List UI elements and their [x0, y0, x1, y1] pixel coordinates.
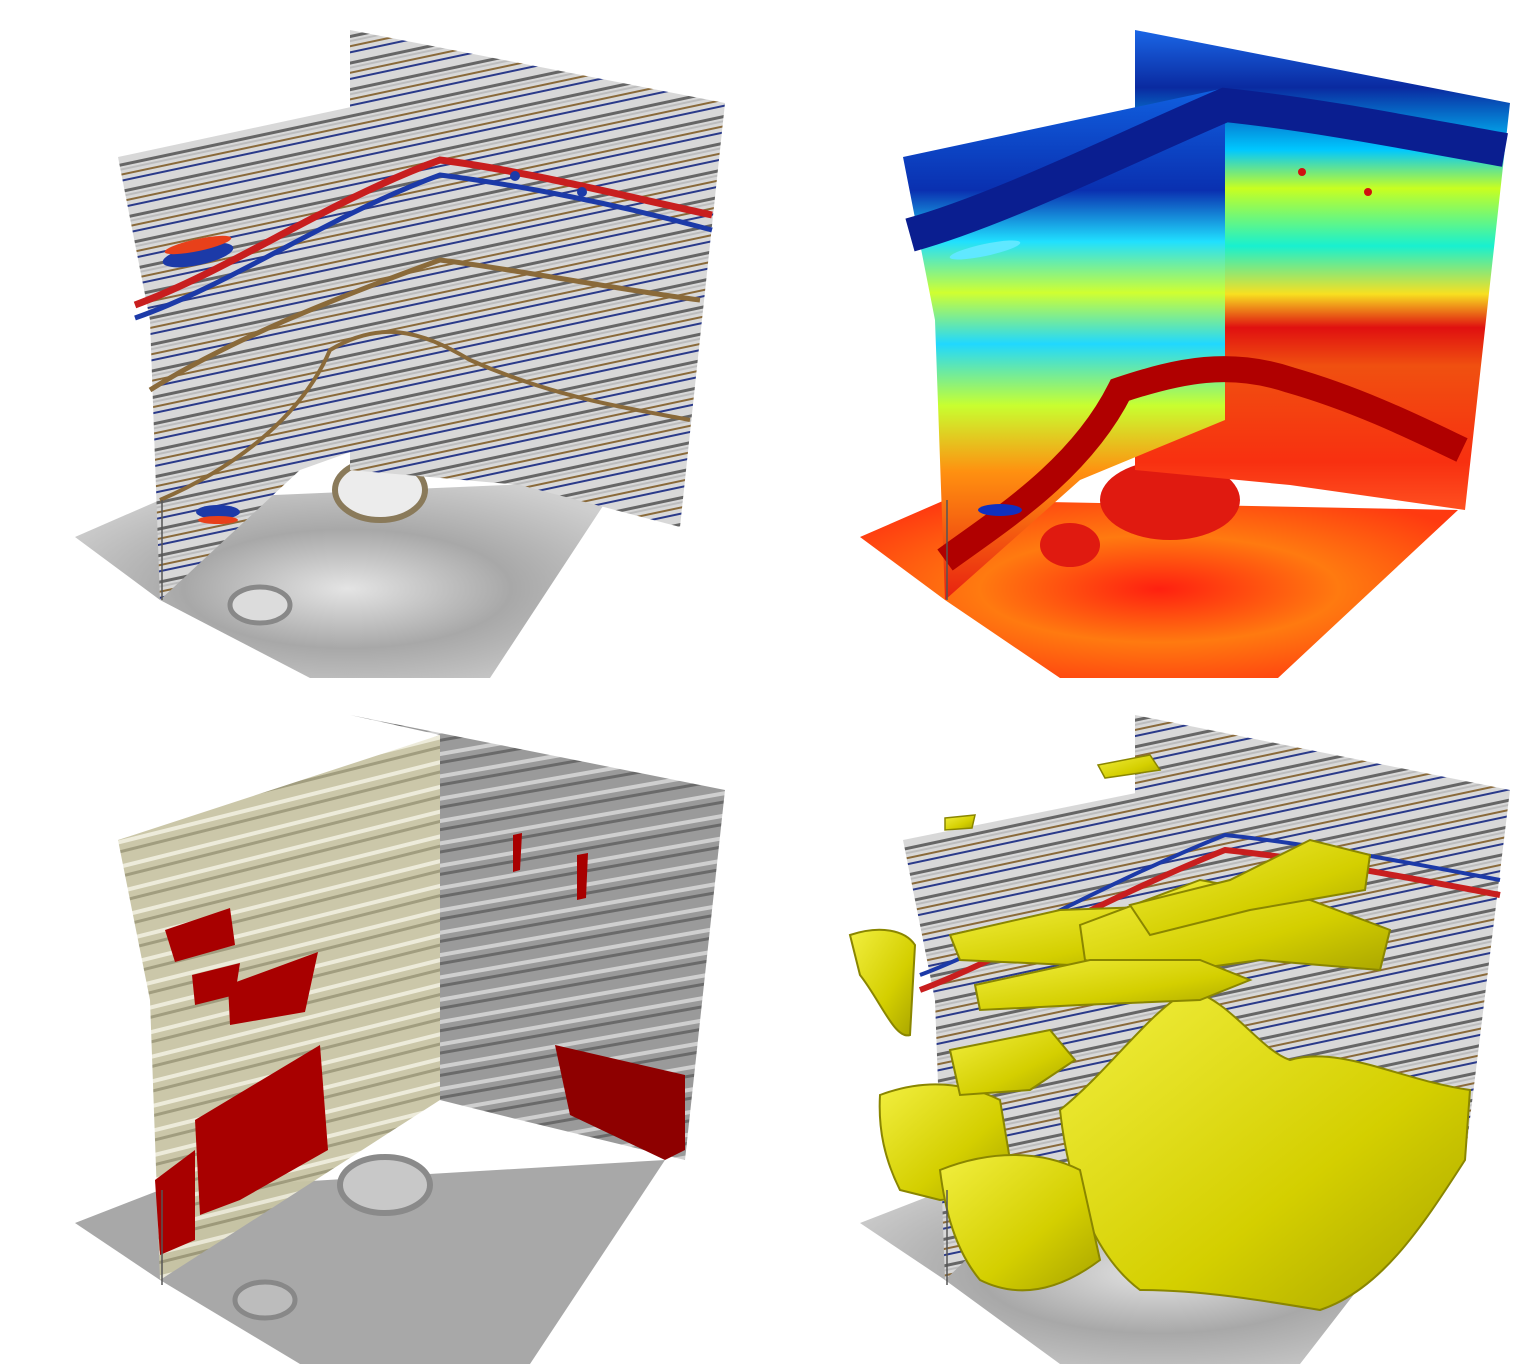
floor-blob	[232, 1279, 298, 1321]
isosurface-body	[973, 959, 1253, 1012]
floor-blob	[1100, 460, 1240, 540]
mask-region	[192, 963, 240, 1005]
mask-region	[165, 908, 235, 962]
anomaly-dot	[510, 171, 520, 181]
anomaly-bright-spot	[196, 505, 240, 519]
anomaly-dot	[1364, 188, 1372, 196]
floor-slice	[860, 500, 1458, 678]
anomaly-bright-spot	[978, 504, 1022, 516]
back-slice	[350, 715, 725, 1160]
anomaly-dot	[1298, 168, 1306, 176]
anomaly-bright-spot	[164, 235, 232, 255]
blue-horizon	[134, 172, 713, 321]
mask-region	[228, 952, 318, 1025]
jet-dark-blue-band	[905, 87, 1508, 252]
anomaly-bright-spot	[162, 242, 234, 268]
brown-horizon	[148, 257, 701, 393]
mask-region	[155, 1150, 195, 1255]
panel-yellow-isosurface	[848, 715, 1510, 1364]
fold-horizon	[159, 329, 691, 502]
mask-region	[195, 1045, 328, 1215]
anomaly-dot	[577, 187, 587, 197]
isosurface-body	[948, 1028, 1077, 1097]
floor-blob	[337, 1154, 433, 1216]
panel-seismic-amplitude	[75, 30, 725, 678]
mask-region	[577, 853, 588, 900]
floor-blob	[227, 584, 293, 626]
jet-fold-band	[937, 356, 1468, 571]
isosurface-body	[848, 928, 917, 1037]
anomaly-bright-spot	[949, 240, 1021, 260]
panel-red-mask-overlay	[75, 715, 725, 1364]
mask-region	[513, 833, 522, 872]
red-horizon	[133, 156, 713, 309]
panel-attribute-jet	[860, 30, 1510, 678]
anomaly-bright-spot	[198, 516, 238, 524]
isosurface-body	[1128, 838, 1372, 937]
mask-region	[555, 1045, 685, 1160]
floor-blob	[1040, 523, 1100, 567]
isosurface-body	[938, 1154, 1102, 1292]
isosurface-body	[944, 814, 976, 831]
back-slice	[350, 30, 725, 527]
front-slice	[118, 88, 440, 600]
isosurface-body	[1096, 754, 1162, 779]
